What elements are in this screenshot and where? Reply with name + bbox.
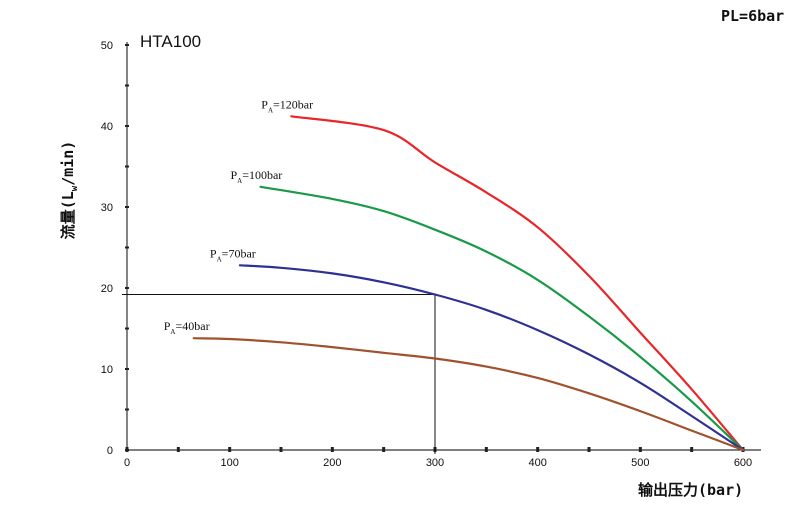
x-tick-label: 500	[631, 457, 649, 469]
y-tick-label: 40	[101, 121, 113, 133]
y-tick-label: 10	[101, 364, 113, 376]
series-line-70bar	[238, 264, 745, 452]
x-tick-label: 100	[220, 457, 238, 469]
series-label-120bar: PA=120bar	[261, 97, 313, 114]
y-axis-label-tail: /min)	[59, 141, 77, 186]
chart-title: HTA100	[140, 32, 201, 51]
series-line-40bar	[192, 337, 745, 452]
series-line-120bar	[290, 115, 745, 452]
series-layer	[192, 115, 745, 452]
y-tick-label: 30	[101, 202, 113, 214]
series-labels: PA=120bar PA=100bar PA=70bar PA=40bar	[164, 97, 313, 336]
y-tick-mark	[125, 125, 129, 127]
y-tick-mark	[125, 368, 129, 370]
y-tick-mark	[125, 165, 129, 168]
reference-lines	[122, 293, 436, 454]
series-label-70bar: PA=70bar	[210, 246, 256, 263]
y-tick-mark	[125, 44, 129, 46]
y-tick-label: 20	[101, 283, 113, 295]
x-tick-mark	[228, 447, 232, 452]
y-tick-mark	[125, 408, 129, 411]
x-tick-mark	[587, 447, 591, 452]
x-tick-labels: 0 100 200 300 400 500 600	[124, 457, 752, 469]
y-tick-mark	[125, 246, 129, 249]
x-tick-mark	[484, 447, 488, 452]
y-axis-label-sub: w	[70, 185, 80, 191]
x-tick-label: 0	[124, 457, 130, 469]
x-tick-mark	[536, 447, 540, 452]
x-tick-mark	[382, 447, 386, 452]
x-tick-label: 300	[426, 457, 444, 469]
x-tick-mark	[176, 447, 180, 452]
y-tick-mark	[125, 84, 129, 87]
y-tick-label: 0	[107, 445, 113, 457]
y-axis-label-main: 流量(L	[59, 191, 77, 239]
x-tick-label: 200	[323, 457, 341, 469]
series-label-100bar: PA=100bar	[230, 168, 282, 185]
y-tick-mark	[125, 287, 129, 289]
y-tick-mark	[125, 206, 129, 208]
series-line-100bar	[259, 185, 745, 452]
x-tick-label: 400	[528, 457, 546, 469]
x-tick-mark	[690, 447, 694, 452]
x-axis-label: 输出压力(bar)	[638, 481, 743, 499]
plot-frame	[125, 42, 761, 452]
y-tick-mark	[125, 327, 129, 330]
y-tick-mark	[125, 449, 129, 451]
x-tick-mark	[330, 447, 334, 452]
corner-label: PL=6bar	[721, 7, 784, 25]
y-tick-labels: 0 10 20 30 40 50	[101, 40, 113, 457]
y-tick-label: 50	[101, 40, 113, 52]
y-axis-label: 流量(Lw/min)	[59, 141, 80, 240]
x-tick-label: 600	[734, 457, 752, 469]
series-label-40bar: PA=40bar	[164, 319, 210, 336]
x-tick-mark	[638, 447, 642, 452]
x-tick-mark	[279, 447, 283, 452]
